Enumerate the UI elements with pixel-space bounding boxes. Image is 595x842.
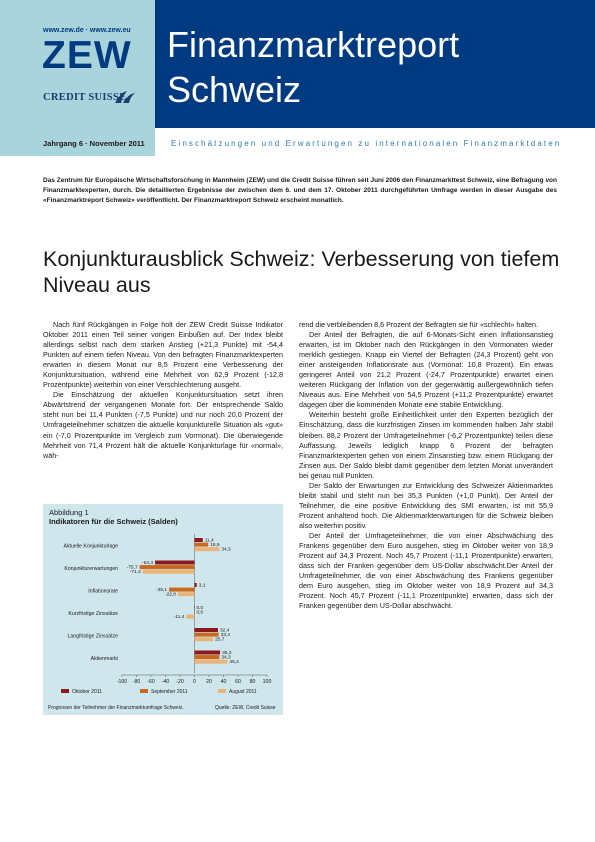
bar [194,637,214,642]
paragraph: Der Anteil der Umfrageteilnehmer, die vo… [299,530,553,611]
bar [194,547,220,552]
data-label: 34,3 [221,654,231,660]
issue-label: Jahrgang 6 · November 2011 [43,139,145,148]
bar [194,659,228,664]
tagline-band [155,128,595,156]
report-title-line1: Finanzmarktreport [167,24,460,65]
report-title-line2: Schweiz [167,69,302,110]
bar [142,569,195,574]
tick-label: -40 [162,679,170,685]
credit-suisse-logo: CREDIT SUISSE [43,92,127,103]
data-label: 0,0 [197,605,204,611]
data-label: -75,7 [127,564,138,570]
tagline: Einschätzungen und Erwartungen zu intern… [171,139,562,148]
tick-label: -100 [117,679,127,685]
paragraph: Weiterhin besteht große Einheitlichkeit … [299,410,553,480]
data-label: 11,4 [205,537,214,543]
chart-figure: Abbildung 1 Indikatoren für die Schweiz … [43,504,283,715]
tick-label: -60 [147,679,155,685]
data-label: 0,0 [197,609,204,615]
bar [194,650,221,655]
issue-band [0,128,155,156]
bar [194,632,219,637]
bar [194,628,218,632]
tick-label: 100 [263,679,272,685]
data-label: 18,9 [210,542,220,548]
bar [169,587,195,592]
chart-note: Prognosen der Teilnehmer der Finanzmarkt… [48,705,184,711]
legend-swatch [218,689,226,693]
category-label: Konjunkturerwartungen [64,566,118,572]
legend-swatch [140,689,148,693]
bar [155,560,195,565]
tick-label: 60 [235,679,241,685]
paragraph: rend die verbleibenden 8,6 Prozent der B… [299,320,538,329]
paragraph: Der Saldo der Erwartungen zur Entwicklun… [299,480,553,530]
data-label: 33,4 [221,632,231,638]
chart-figure-number: Abbildung 1 [49,508,89,517]
legend-entry: Oktober 2011 [72,689,102,695]
category-label: Aktuelle Konjunkturlage [63,543,118,549]
data-label: 45,4 [229,659,239,665]
category-label: Kurzfristige Zinssätze [68,611,118,617]
bar [194,538,203,542]
data-label: 34,3 [221,547,231,553]
tick-label: 0 [193,679,196,685]
bar [194,542,209,547]
bar [194,655,220,660]
tick-label: 80 [250,679,256,685]
bar-chart: Aktuelle Konjunkturlage11,418,934,3Konju… [61,534,272,695]
tick-label: -20 [176,679,184,685]
category-label: Langfristige Zinssätze [68,633,119,639]
website-urls: www.zew.de · www.zew.eu [43,27,131,34]
bar [139,565,195,570]
right-column: rend die verbleibenden 8,6 Prozent der B… [299,320,553,611]
data-label: -35,1 [156,587,167,593]
bar [194,583,197,587]
data-label: 35,3 [222,650,232,656]
intro-text: Das Zentrum für Europäische Wirtschaftsf… [43,177,557,205]
left-column: Nach fünf Rückgängen in Folge holt der Z… [43,320,283,461]
data-label: 32,4 [220,627,230,633]
data-label: -54,4 [142,560,153,566]
data-label: 3,1 [199,582,206,588]
credit-suisse-sails-icon [115,91,135,103]
bar [177,592,195,597]
data-label: 25,7 [215,637,225,643]
tick-label: 40 [221,679,227,685]
header-left-panel [0,0,155,128]
tick-label: 20 [206,679,212,685]
tick-label: -80 [133,679,141,685]
paragraph: Nach fünf Rückgängen in Folge holt der Z… [43,320,283,390]
paragraph: Der Anteil der Befragten, die auf 6-Mona… [299,330,553,410]
legend-entry: September 2011 [151,689,188,695]
article-headline: Konjunkturausblick Schweiz: Verbesserung… [43,247,560,297]
legend-entry: August 2011 [229,689,257,695]
data-label: -71,4 [130,569,141,575]
data-label: -11,4 [174,614,185,620]
header-right-panel [155,0,595,128]
chart-source: Quelle: ZEW, Credit Suisse [215,705,276,711]
category-label: Inflationsrate [88,588,118,594]
chart-title: Indikatoren für die Schweiz (Salden) [49,517,178,526]
zew-logo: ZEW [42,34,132,77]
data-label: -22,8 [165,592,176,598]
paragraph: Die Einschätzung der aktuellen Konjunktu… [43,390,283,460]
bar [186,614,195,619]
category-label: Aktienmarkt [91,656,119,662]
legend-swatch [61,689,69,693]
